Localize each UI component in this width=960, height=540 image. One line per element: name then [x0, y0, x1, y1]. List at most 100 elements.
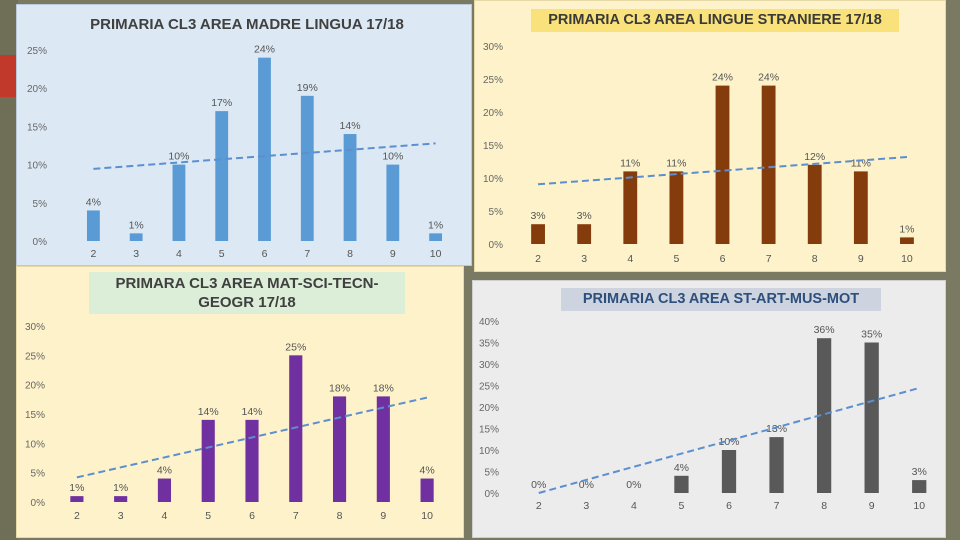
- bar: [201, 419, 215, 502]
- y-tick-label: 30%: [25, 322, 45, 333]
- y-tick-label: 0%: [33, 237, 48, 248]
- y-tick-label: 20%: [27, 84, 47, 95]
- chart-title-st-art: PRIMARIA CL3 AREA ST-ART-MUS-MOT: [561, 288, 881, 311]
- bar: [531, 224, 545, 244]
- slide-accent-marker: [0, 55, 20, 97]
- bar: [715, 85, 730, 244]
- data-label: 1%: [899, 223, 914, 235]
- y-tick-label: 10%: [483, 174, 503, 185]
- data-label: 24%: [254, 44, 275, 56]
- y-tick-label: 0%: [489, 240, 504, 251]
- y-tick-label: 10%: [27, 161, 47, 172]
- category-label: 9: [380, 510, 386, 522]
- category-label: 7: [304, 248, 310, 260]
- chart-madre-lingua: 0% 5% 10% 15% 20% 25% 4% 2 1% 3 10% 4 17% 5 24% 6 19% 7 14…: [27, 44, 443, 260]
- y-tick-label: 0%: [31, 498, 46, 509]
- bar: [129, 233, 143, 241]
- bar: [300, 95, 314, 241]
- bar: [70, 496, 84, 502]
- trendline: [93, 142, 436, 170]
- data-label: 19%: [297, 82, 318, 94]
- data-label: 0%: [531, 479, 546, 491]
- data-label: 0%: [626, 479, 641, 491]
- data-label: 1%: [69, 482, 84, 494]
- bar: [674, 475, 689, 493]
- y-tick-label: 5%: [33, 199, 48, 210]
- y-tick-label: 20%: [25, 381, 45, 392]
- category-label: 3: [583, 500, 589, 512]
- chart-panel-st-art: 0% 5% 10% 15% 20% 25% 30% 35% 40% 0% 2 0% 3 0% 4 4% 5 10%…: [472, 280, 946, 538]
- y-tick-label: 25%: [483, 75, 503, 86]
- data-label: 3%: [530, 210, 545, 222]
- category-label: 8: [821, 500, 827, 512]
- bar: [86, 210, 100, 241]
- data-label: 14%: [340, 120, 361, 132]
- category-label: 9: [858, 253, 864, 265]
- data-label: 1%: [113, 482, 128, 494]
- data-label: 13%: [766, 423, 787, 435]
- y-tick-label: 40%: [479, 317, 499, 328]
- data-label: 36%: [814, 324, 835, 336]
- data-label: 14%: [198, 406, 219, 418]
- chart-title-lingue-straniere: PRIMARIA CL3 AREA LINGUE STRANIERE 17/18: [531, 9, 899, 32]
- bar: [172, 164, 186, 241]
- bar: [761, 85, 776, 244]
- category-label: 3: [133, 248, 139, 260]
- bar: [721, 450, 737, 493]
- y-tick-label: 20%: [479, 403, 499, 414]
- y-tick-label: 15%: [27, 122, 47, 133]
- y-tick-label: 25%: [479, 382, 499, 393]
- data-label: 35%: [861, 329, 882, 341]
- bar: [864, 342, 879, 493]
- chart-lingue-straniere: 0% 5% 10% 15% 20% 25% 30% 3% 2 3% 3 11% 4 11% 5 24% 6 24%…: [483, 42, 915, 265]
- category-label: 7: [774, 500, 780, 512]
- bar: [215, 111, 229, 242]
- bar: [816, 338, 832, 493]
- category-label: 2: [536, 500, 542, 512]
- data-label: 17%: [211, 97, 232, 109]
- data-label: 0%: [579, 479, 594, 491]
- data-label: 11%: [620, 157, 640, 169]
- data-label: 14%: [241, 406, 262, 418]
- category-label: 6: [262, 248, 268, 260]
- data-label: 10%: [168, 151, 189, 163]
- category-label: 3: [581, 253, 587, 265]
- bar: [912, 480, 927, 493]
- bar: [807, 164, 822, 244]
- data-label: 18%: [329, 382, 350, 394]
- y-tick-label: 35%: [479, 339, 499, 350]
- bar: [332, 396, 347, 502]
- category-label: 5: [679, 500, 685, 512]
- slide-left-strip: [0, 0, 18, 540]
- y-tick-label: 5%: [31, 469, 46, 480]
- bar: [769, 437, 784, 493]
- bar: [623, 171, 638, 244]
- bar: [245, 419, 259, 502]
- y-tick-label: 10%: [25, 439, 45, 450]
- category-label: 9: [390, 248, 396, 260]
- y-tick-label: 0%: [485, 489, 500, 500]
- data-label: 11%: [666, 157, 686, 169]
- trendline: [537, 156, 908, 186]
- data-label: 12%: [804, 151, 825, 163]
- category-label: 10: [913, 500, 925, 512]
- chart-panel-mat-sci: 0% 5% 10% 15% 20% 25% 30% 1% 2 1% 3 4% 4 14% 5 14% 6 25% 7…: [16, 266, 464, 538]
- bar: [420, 478, 434, 502]
- category-label: 4: [162, 510, 168, 522]
- data-label: 4%: [86, 196, 101, 208]
- category-label: 2: [90, 248, 96, 260]
- chart-st-art: 0%5%10%15%20%25%30%35%40%0%20%30%44%510%…: [479, 317, 927, 512]
- bar: [577, 224, 592, 244]
- data-label: 1%: [129, 219, 144, 231]
- data-label: 1%: [428, 219, 443, 231]
- bar: [114, 496, 128, 502]
- data-label: 4%: [157, 465, 172, 477]
- category-label: 10: [430, 248, 442, 260]
- bar: [386, 164, 400, 241]
- category-label: 5: [205, 510, 211, 522]
- category-label: 8: [347, 248, 353, 260]
- data-label: 10%: [382, 151, 403, 163]
- bar: [157, 478, 172, 502]
- data-label: 3%: [577, 210, 592, 222]
- y-tick-label: 15%: [25, 410, 45, 421]
